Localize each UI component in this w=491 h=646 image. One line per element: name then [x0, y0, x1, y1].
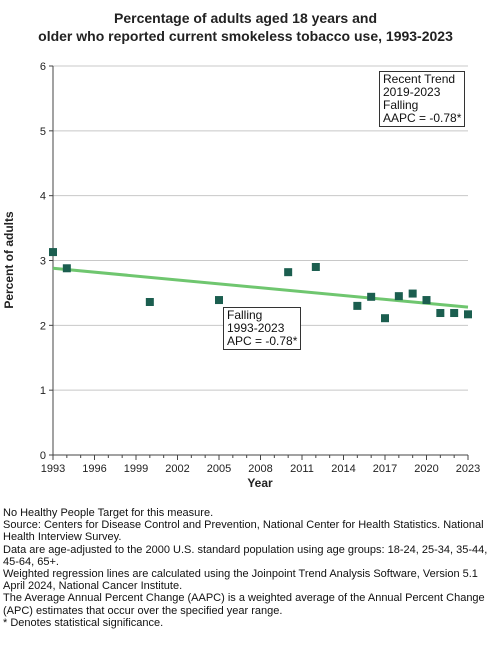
scatter-plot: 0 1 2 3 4 5 6 1993 1996 1999 2002 2005 2008 2011 2014 2… [2, 61, 480, 490]
x-tick-label: 2023 [456, 463, 480, 475]
data-point [381, 314, 389, 323]
x-axis-title: Year [247, 476, 273, 490]
chart-title-line-1: Percentage of adults aged 18 years and [114, 10, 377, 26]
x-tick-label: 2017 [373, 463, 397, 475]
data-point [284, 268, 293, 277]
x-tick-label: 1996 [82, 463, 106, 475]
data-point [49, 248, 57, 257]
recent-trend-aapc: AAPC = -0.78* [383, 111, 462, 125]
data-point [145, 297, 154, 306]
data-point [311, 262, 320, 271]
y-tick-label: 2 [40, 320, 46, 332]
note-age-adjustment: Data are age-adjusted to the 2000 U.S. s… [3, 543, 488, 568]
trend-line-layer [52, 266, 469, 309]
x-tick-label: 1999 [124, 463, 148, 475]
y-tick-label: 1 [40, 385, 46, 397]
axes: 0 1 2 3 4 5 6 1993 1996 1999 2002 2005 2008 2011 2014 2… [40, 61, 480, 475]
data-points [49, 248, 472, 323]
chart-title: Percentage of adults aged 18 years and o… [0, 9, 491, 45]
note-aapc: The Average Annual Percent Change (AAPC)… [3, 592, 485, 617]
note-significance: * Denotes statistical significance. [3, 616, 164, 629]
gridlines [53, 65, 468, 391]
y-tick-label: 3 [40, 256, 46, 268]
y-tick-label: 4 [40, 191, 46, 203]
recent-trend-annotation: Recent Trend 2019-2023 Falling AAPC = -0… [379, 71, 466, 127]
recent-trend-label: Recent Trend [383, 72, 456, 86]
data-point [408, 289, 417, 298]
overall-trend-years: 1993-2023 [227, 321, 285, 335]
x-tick-label: 2008 [248, 463, 272, 475]
data-point [367, 292, 376, 301]
trend-line [52, 266, 469, 309]
x-tick-label: 1993 [41, 463, 65, 475]
x-tick-label: 2002 [165, 463, 189, 475]
data-point [394, 292, 403, 301]
note-regression: Weighted regression lines are calculated… [3, 568, 478, 593]
note-source: Source: Centers for Disease Control and … [3, 519, 484, 544]
x-tick-label: 2005 [207, 463, 231, 475]
overall-trend-apc: APC = -0.78* [227, 334, 298, 348]
x-tick-label: 2011 [290, 463, 314, 475]
data-point [422, 296, 431, 305]
y-axis-title: Percent of adults [2, 211, 16, 309]
data-point [464, 310, 472, 319]
data-point [450, 309, 459, 318]
data-point [215, 296, 223, 305]
overall-trend-annotation: Falling 1993-2023 APC = -0.78* [223, 307, 302, 350]
x-tick-label: 2020 [414, 463, 438, 475]
recent-trend-direction: Falling [383, 98, 419, 112]
y-tick-label: 0 [40, 450, 46, 462]
data-point [436, 309, 445, 318]
y-tick-label: 6 [40, 61, 46, 73]
footnotes: No Healthy People Target for this measur… [3, 507, 489, 629]
note-target: No Healthy People Target for this measur… [3, 507, 214, 519]
y-tick-label: 5 [40, 126, 46, 138]
data-point [62, 264, 71, 273]
overall-trend-direction: Falling [227, 308, 263, 322]
recent-trend-years: 2019-2023 [383, 85, 441, 99]
data-point [353, 301, 362, 310]
chart-title-line-2: older who reported current smokeless tob… [38, 28, 453, 44]
x-tick-label: 2014 [331, 463, 355, 475]
